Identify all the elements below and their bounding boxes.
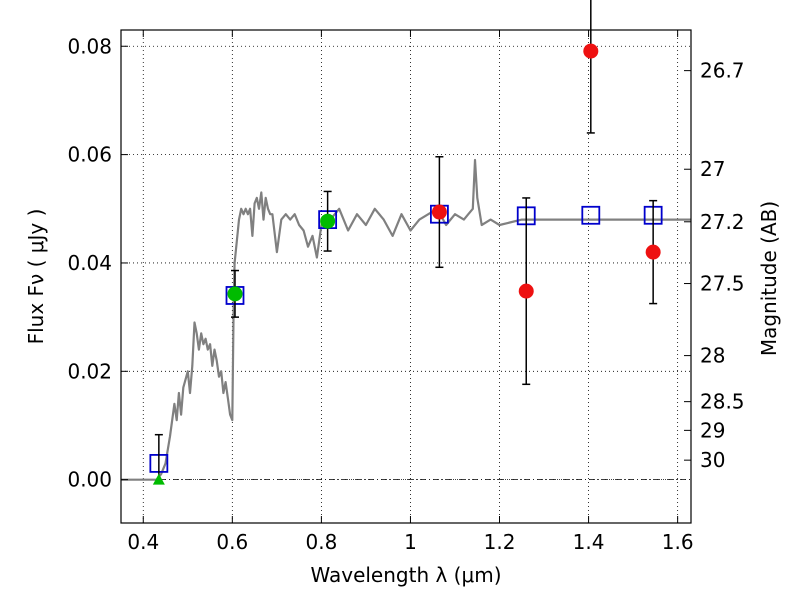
x-tick-label: 1.6 xyxy=(662,530,694,554)
y-axis-title: Flux Fν ( μJy ) xyxy=(24,209,48,345)
y2-tick-label: 27.2 xyxy=(700,210,745,234)
x-tick-label: 0.8 xyxy=(305,530,337,554)
data-point-marker xyxy=(645,244,661,260)
data-point-marker xyxy=(320,213,336,229)
x-tick-label: 1.4 xyxy=(573,530,605,554)
x-axis-title: Wavelength λ (μm) xyxy=(310,563,501,587)
plot-frame xyxy=(120,29,692,524)
x-tick-label: 1 xyxy=(404,530,417,554)
y-tick-label: 0.00 xyxy=(67,468,112,492)
data-point-marker xyxy=(227,286,243,302)
y2-tick-label: 27 xyxy=(700,157,725,181)
y-tick-label: 0.04 xyxy=(67,251,112,275)
sed-template-curve xyxy=(121,158,691,481)
x-tick-label: 0.4 xyxy=(127,530,159,554)
y-tick-label: 0.06 xyxy=(67,143,112,167)
model-square-marker xyxy=(581,205,601,225)
data-point-marker xyxy=(583,43,599,59)
y-tick-label: 0.02 xyxy=(67,359,112,383)
y2-tick-label: 29 xyxy=(700,418,725,442)
x-tick-label: 1.2 xyxy=(484,530,516,554)
data-markers xyxy=(149,0,663,485)
y2-tick-label: 28.5 xyxy=(700,390,745,414)
y2-tick-label: 28 xyxy=(700,344,725,368)
x-tick-label: 0.6 xyxy=(216,530,248,554)
data-point-marker xyxy=(518,283,534,299)
y2-tick-label: 30 xyxy=(700,448,725,472)
y2-tick-label: 27.5 xyxy=(700,272,745,296)
upper-limit-marker xyxy=(152,473,165,485)
y2-tick-label: 26.7 xyxy=(700,59,745,83)
y-tick-label: 0.08 xyxy=(67,34,112,58)
axis-ticks: 0.4 0.6 0.8 1 1.2 1.4 1.6 0.00 0.02 0.04 0.06 0.08 2… xyxy=(67,30,745,554)
data-point-marker xyxy=(431,204,447,220)
y2-axis-title: Magnitude (AB) xyxy=(757,201,781,356)
grid-lines xyxy=(121,30,691,523)
